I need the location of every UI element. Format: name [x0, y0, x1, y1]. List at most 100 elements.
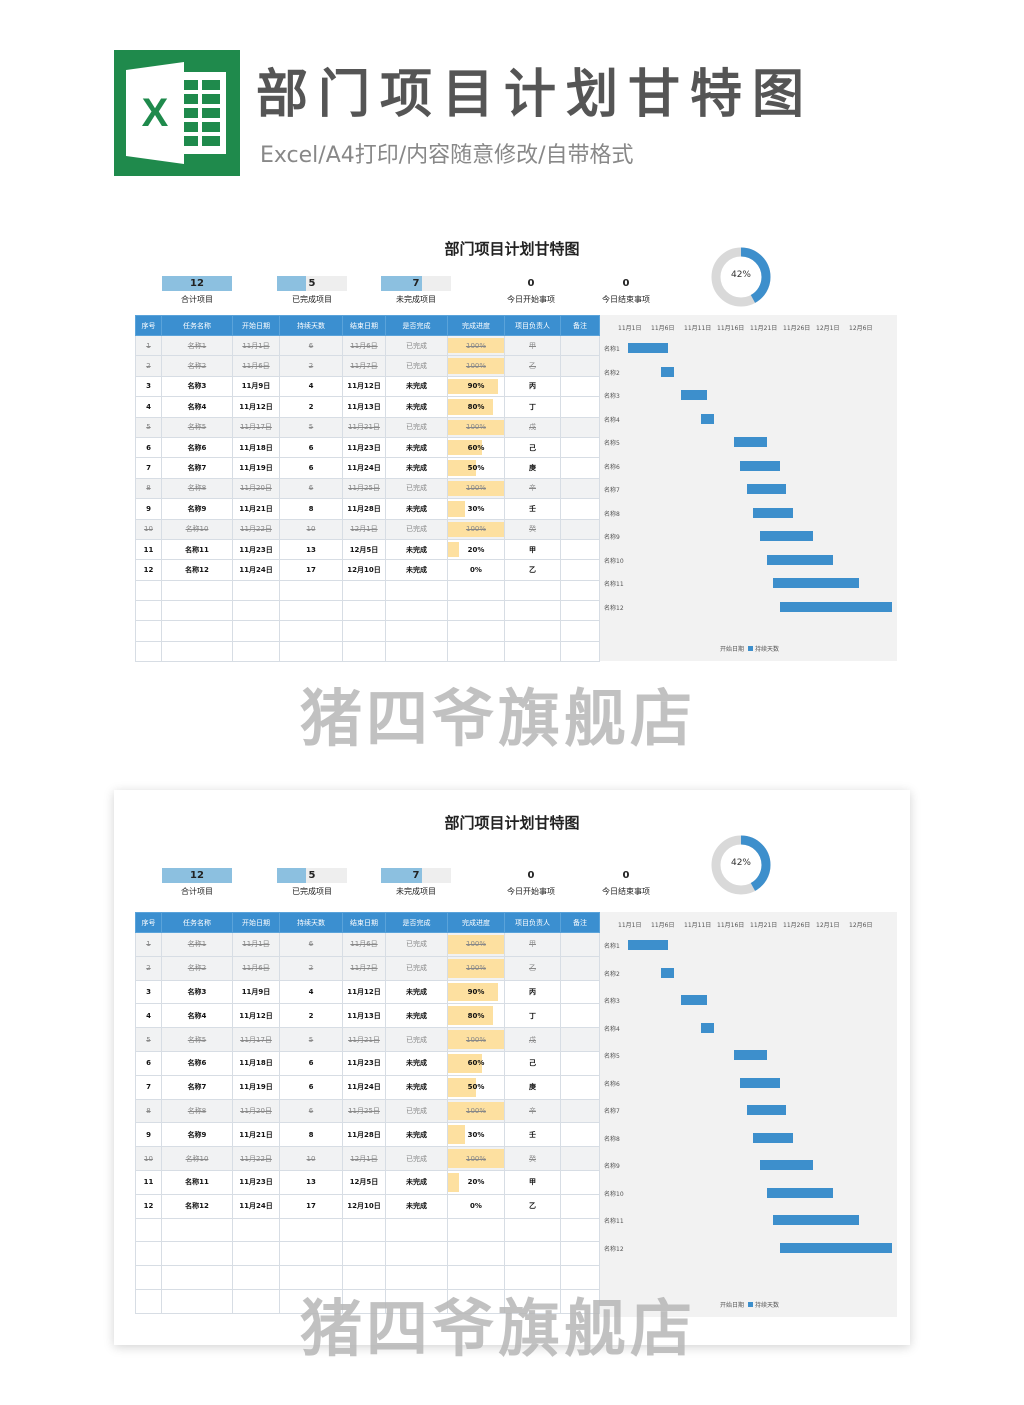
cell-end[interactable]: 11月28日	[342, 1122, 386, 1148]
cell-status[interactable]: 未完成	[385, 1122, 448, 1148]
empty-cell[interactable]	[385, 579, 448, 602]
column-header[interactable]: 序号	[135, 315, 162, 336]
cell-status[interactable]: 未完成	[385, 1193, 448, 1219]
cell-no[interactable]: 5	[135, 1027, 162, 1052]
cell-start[interactable]: 11月23日	[232, 1169, 280, 1195]
gantt-bar[interactable]	[733, 1050, 767, 1060]
cell-owner[interactable]: 乙	[504, 1193, 561, 1219]
cell-status[interactable]: 未完成	[385, 396, 448, 418]
cell-start[interactable]: 11月12日	[232, 1003, 280, 1029]
cell-start[interactable]: 11月24日	[232, 559, 280, 581]
gantt-bar[interactable]	[779, 1242, 892, 1253]
cell-no[interactable]: 4	[135, 396, 162, 418]
cell-remark[interactable]	[560, 436, 600, 459]
cell-owner[interactable]: 戊	[504, 416, 561, 438]
empty-cell[interactable]	[342, 620, 386, 642]
cell-owner[interactable]: 辛	[504, 1098, 561, 1124]
cell-start[interactable]: 11月21日	[232, 1122, 280, 1148]
cell-progress[interactable]: 80%	[447, 396, 505, 418]
gantt-bar[interactable]	[740, 1077, 780, 1088]
empty-cell[interactable]	[232, 1288, 280, 1314]
empty-cell[interactable]	[342, 1288, 386, 1314]
empty-cell[interactable]	[279, 1217, 343, 1243]
gantt-bar[interactable]	[680, 995, 708, 1005]
cell-name[interactable]: 名称1	[161, 932, 233, 957]
cell-no[interactable]: 9	[135, 498, 162, 520]
cell-no[interactable]: 11	[135, 1169, 162, 1195]
cell-start[interactable]: 11月21日	[232, 498, 280, 520]
cell-progress[interactable]: 100%	[447, 1098, 505, 1124]
cell-no[interactable]: 3	[135, 979, 162, 1005]
cell-status[interactable]: 已完成	[385, 334, 448, 357]
cell-owner[interactable]: 乙	[504, 355, 561, 377]
empty-cell[interactable]	[135, 1217, 162, 1243]
empty-cell[interactable]	[232, 620, 280, 642]
cell-no[interactable]: 3	[135, 375, 162, 398]
empty-cell[interactable]	[560, 1217, 600, 1243]
empty-cell[interactable]	[385, 600, 448, 622]
cell-progress[interactable]: 20%	[447, 1169, 505, 1195]
empty-cell[interactable]	[342, 579, 386, 602]
cell-owner[interactable]: 乙	[504, 955, 561, 981]
cell-status[interactable]: 未完成	[385, 979, 448, 1005]
cell-start[interactable]: 11月22日	[232, 518, 280, 540]
cell-progress[interactable]: 100%	[447, 955, 505, 981]
cell-start[interactable]: 11月1日	[232, 334, 280, 357]
cell-remark[interactable]	[560, 1027, 600, 1052]
empty-cell[interactable]	[560, 1288, 600, 1314]
cell-remark[interactable]	[560, 375, 600, 398]
cell-name[interactable]: 名称6	[161, 436, 233, 459]
cell-no[interactable]: 1	[135, 334, 162, 357]
column-header[interactable]: 结束日期	[342, 912, 386, 933]
cell-name[interactable]: 名称11	[161, 538, 233, 561]
cell-name[interactable]: 名称4	[161, 396, 233, 418]
cell-end[interactable]: 12月10日	[342, 559, 386, 581]
cell-end[interactable]: 11月12日	[342, 375, 386, 398]
empty-cell[interactable]	[504, 640, 561, 663]
cell-status[interactable]: 未完成	[385, 498, 448, 520]
cell-no[interactable]: 2	[135, 355, 162, 377]
cell-end[interactable]: 11月23日	[342, 1050, 386, 1076]
cell-progress[interactable]: 0%	[447, 1193, 505, 1219]
empty-cell[interactable]	[232, 600, 280, 622]
cell-start[interactable]: 11月22日	[232, 1146, 280, 1171]
empty-cell[interactable]	[279, 620, 343, 642]
cell-owner[interactable]: 甲	[504, 932, 561, 957]
cell-days[interactable]: 6	[279, 932, 343, 957]
empty-cell[interactable]	[135, 620, 162, 642]
cell-days[interactable]: 6	[279, 1098, 343, 1124]
cell-start[interactable]: 11月18日	[232, 1050, 280, 1076]
empty-cell[interactable]	[504, 620, 561, 642]
cell-remark[interactable]	[560, 538, 600, 561]
cell-days[interactable]: 6	[279, 436, 343, 459]
gantt-bar[interactable]	[733, 437, 767, 447]
cell-remark[interactable]	[560, 1074, 600, 1100]
cell-start[interactable]: 11月1日	[232, 932, 280, 957]
cell-days[interactable]: 4	[279, 375, 343, 398]
empty-cell[interactable]	[161, 640, 233, 663]
cell-owner[interactable]: 壬	[504, 498, 561, 520]
cell-end[interactable]: 11月28日	[342, 498, 386, 520]
gantt-bar[interactable]	[766, 1187, 833, 1198]
cell-name[interactable]: 名称3	[161, 979, 233, 1005]
empty-cell[interactable]	[560, 620, 600, 642]
column-header[interactable]: 完成进度	[447, 912, 505, 933]
cell-owner[interactable]: 壬	[504, 1122, 561, 1148]
cell-progress[interactable]: 100%	[447, 932, 505, 957]
empty-cell[interactable]	[161, 600, 233, 622]
cell-no[interactable]: 2	[135, 955, 162, 981]
cell-progress[interactable]: 100%	[447, 477, 505, 500]
empty-cell[interactable]	[161, 1288, 233, 1314]
empty-cell[interactable]	[385, 1241, 448, 1267]
empty-cell[interactable]	[447, 1217, 505, 1243]
cell-remark[interactable]	[560, 457, 600, 479]
cell-owner[interactable]: 丁	[504, 1003, 561, 1029]
empty-cell[interactable]	[342, 640, 386, 663]
column-header[interactable]: 项目负责人	[504, 912, 561, 933]
cell-progress[interactable]: 0%	[447, 559, 505, 581]
empty-cell[interactable]	[161, 579, 233, 602]
cell-progress[interactable]: 100%	[447, 1027, 505, 1052]
column-header[interactable]: 是否完成	[385, 315, 448, 336]
cell-days[interactable]: 6	[279, 457, 343, 479]
cell-status[interactable]: 未完成	[385, 457, 448, 479]
